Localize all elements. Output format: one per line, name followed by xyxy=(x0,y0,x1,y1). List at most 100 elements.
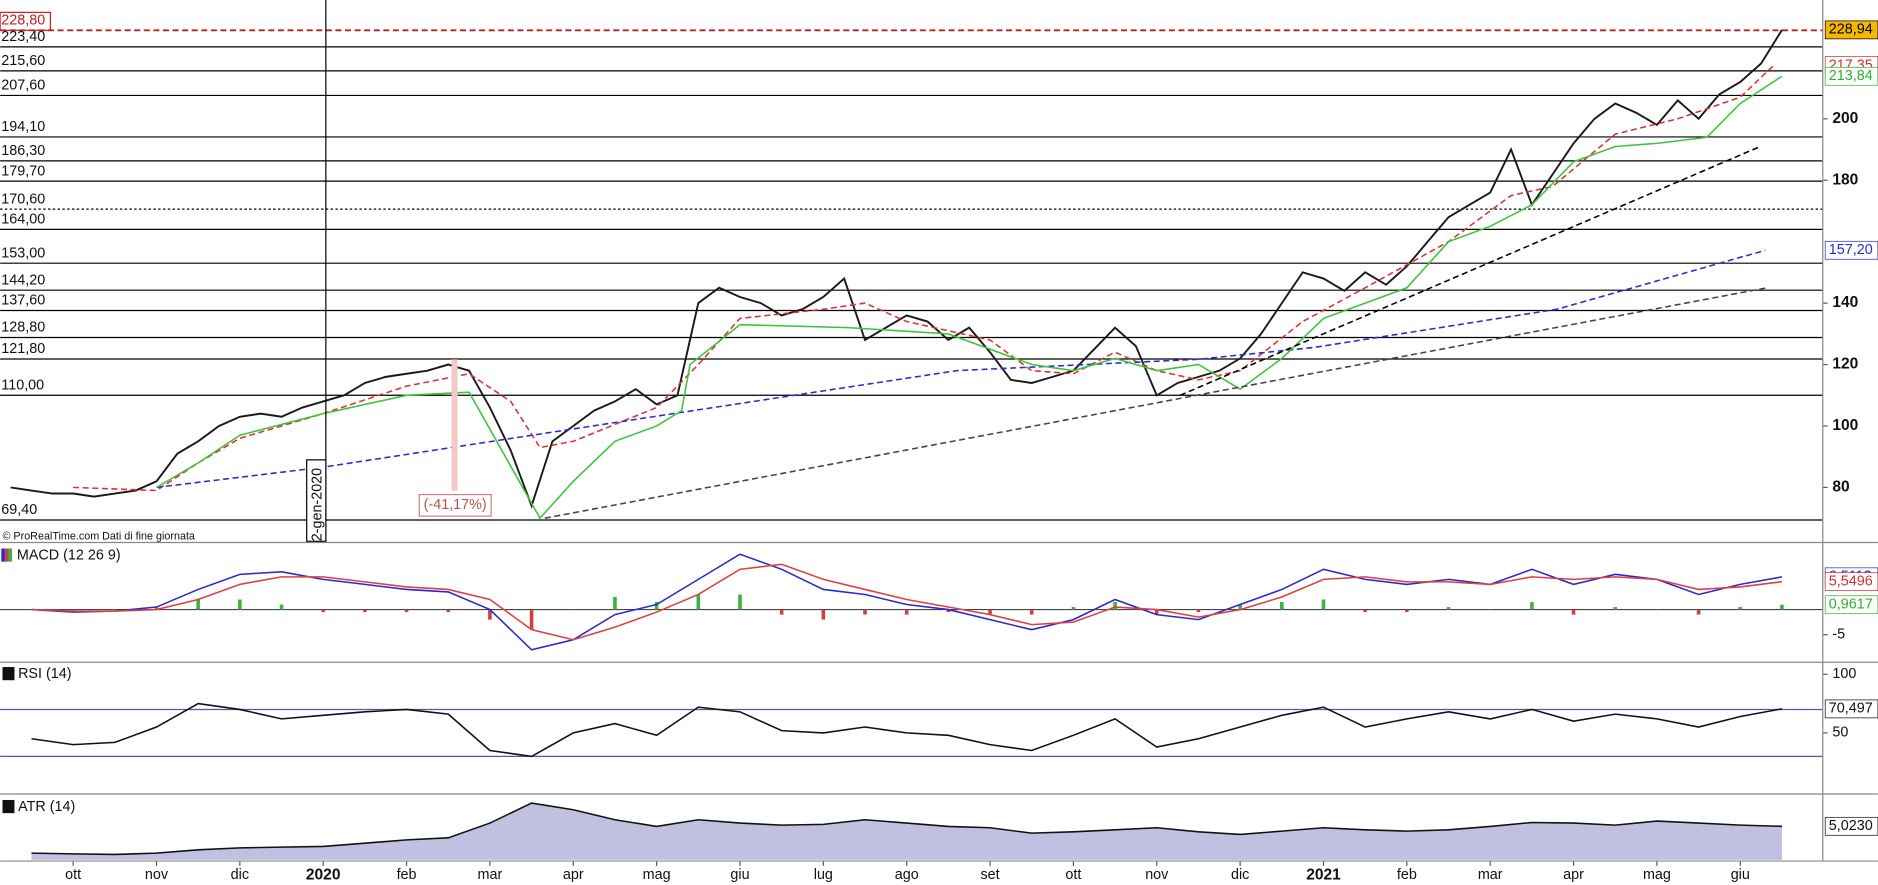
level-label: 186,30 xyxy=(1,143,45,159)
histogram-bar xyxy=(71,609,75,611)
date-box xyxy=(306,459,327,542)
area-line xyxy=(31,802,1782,856)
annotation-box xyxy=(418,493,492,517)
level-label: 170,60 xyxy=(1,191,45,207)
x-tick-label: set xyxy=(980,867,999,883)
histogram-bar xyxy=(1363,609,1367,613)
x-tick-label: dic xyxy=(231,867,249,883)
histogram-bar xyxy=(904,609,909,615)
icon xyxy=(2,667,15,681)
histogram-bar xyxy=(1446,607,1451,610)
histogram-bar xyxy=(696,594,701,610)
x-tick-label: 2021 xyxy=(1306,867,1341,884)
x-tick-label: giu xyxy=(1731,867,1750,883)
x-tick-label: dic xyxy=(1231,867,1249,883)
histogram-bar xyxy=(1321,599,1326,610)
histogram-bar xyxy=(654,602,659,610)
y-tick-label: 140 xyxy=(1832,294,1858,311)
histogram-bar xyxy=(279,604,284,610)
x-tick-label: mar xyxy=(1478,867,1503,883)
x-tick-label: feb xyxy=(397,867,417,883)
x-tick-label: nov xyxy=(145,867,169,883)
line xyxy=(73,64,1775,492)
icon xyxy=(8,548,13,562)
panel-title: ATR (14) xyxy=(18,799,75,815)
level-label: 110,00 xyxy=(1,377,44,393)
value-tag: 70,497 xyxy=(1829,701,1873,717)
y-tick-label: 200 xyxy=(1832,110,1858,127)
level-label: 128,80 xyxy=(1,320,45,336)
level-label: 194,10 xyxy=(1,119,45,135)
x-tick-label: lug xyxy=(814,867,833,883)
histogram-bar xyxy=(1405,609,1409,613)
histogram-bar xyxy=(1613,607,1618,610)
histogram-bar xyxy=(571,609,576,611)
level-label: 223,40 xyxy=(1,29,45,45)
x-tick-label: ott xyxy=(1065,867,1081,883)
level-label: 164,00 xyxy=(1,212,45,228)
line xyxy=(544,287,1768,519)
histogram-bar xyxy=(321,609,325,613)
histogram-bar xyxy=(1238,604,1242,610)
histogram-bar xyxy=(863,609,867,615)
icon xyxy=(2,799,15,814)
histogram-bar xyxy=(1738,607,1743,610)
value-tag: 157,20 xyxy=(1829,242,1873,258)
histogram-bar xyxy=(29,609,34,611)
histogram-bar xyxy=(1655,609,1659,611)
level-label: 144,20 xyxy=(1,272,45,288)
y-tick-label: 180 xyxy=(1832,171,1858,188)
icon xyxy=(4,548,9,562)
panel-title: MACD (12 26 9) xyxy=(17,547,121,563)
histogram-bar xyxy=(529,609,534,630)
line xyxy=(10,29,1783,509)
value-tag: 228,94 xyxy=(1829,22,1873,38)
value-tag: 5,0230 xyxy=(1829,818,1873,834)
level-label: 207,60 xyxy=(1,78,45,94)
histogram-bar xyxy=(154,607,159,610)
histogram-bar xyxy=(946,609,951,613)
level-label-box xyxy=(0,11,52,31)
histogram-bar xyxy=(1488,609,1493,611)
histogram-bar xyxy=(1113,602,1117,610)
area xyxy=(31,803,1782,860)
icon xyxy=(1,548,5,562)
histogram-bar xyxy=(1154,609,1159,615)
histogram-bar xyxy=(988,609,992,615)
drawdown-bar xyxy=(451,359,458,492)
histogram-bar xyxy=(113,609,117,611)
y-tick-label: -5 xyxy=(1832,627,1845,643)
y-tick-label: 80 xyxy=(1832,479,1850,496)
x-tick-label: apr xyxy=(563,867,584,883)
level-label: 228,80 xyxy=(1,13,45,29)
panel-title: RSI (14) xyxy=(18,666,71,682)
level-label: 137,60 xyxy=(1,293,45,309)
x-tick-label: ott xyxy=(65,867,81,883)
histogram-bar xyxy=(613,596,617,610)
line xyxy=(31,563,1783,641)
histogram-bar xyxy=(196,599,200,610)
level-label: 215,60 xyxy=(1,53,45,69)
histogram-bar xyxy=(1530,602,1534,610)
date-label: 2-gen-2020 xyxy=(309,468,325,541)
y-tick-label: 100 xyxy=(1832,417,1858,434)
level-label: 121,80 xyxy=(1,341,45,357)
x-tick-label: ago xyxy=(895,867,919,883)
x-tick-label: mag xyxy=(643,867,671,883)
line xyxy=(156,75,1783,520)
panel: 100 50 70,497 xyxy=(0,666,1878,758)
histogram-bar xyxy=(1571,609,1576,615)
y-tick-label: 120 xyxy=(1832,356,1858,373)
histogram-bar xyxy=(1280,602,1284,610)
histogram-bar xyxy=(446,609,451,613)
line xyxy=(31,702,1783,758)
histogram-bar xyxy=(779,609,784,615)
x-tick-label: mag xyxy=(1643,867,1671,883)
x-tick-label: giu xyxy=(730,867,749,883)
histogram-bar xyxy=(404,609,409,613)
y-tick-label: 100 xyxy=(1832,666,1856,682)
